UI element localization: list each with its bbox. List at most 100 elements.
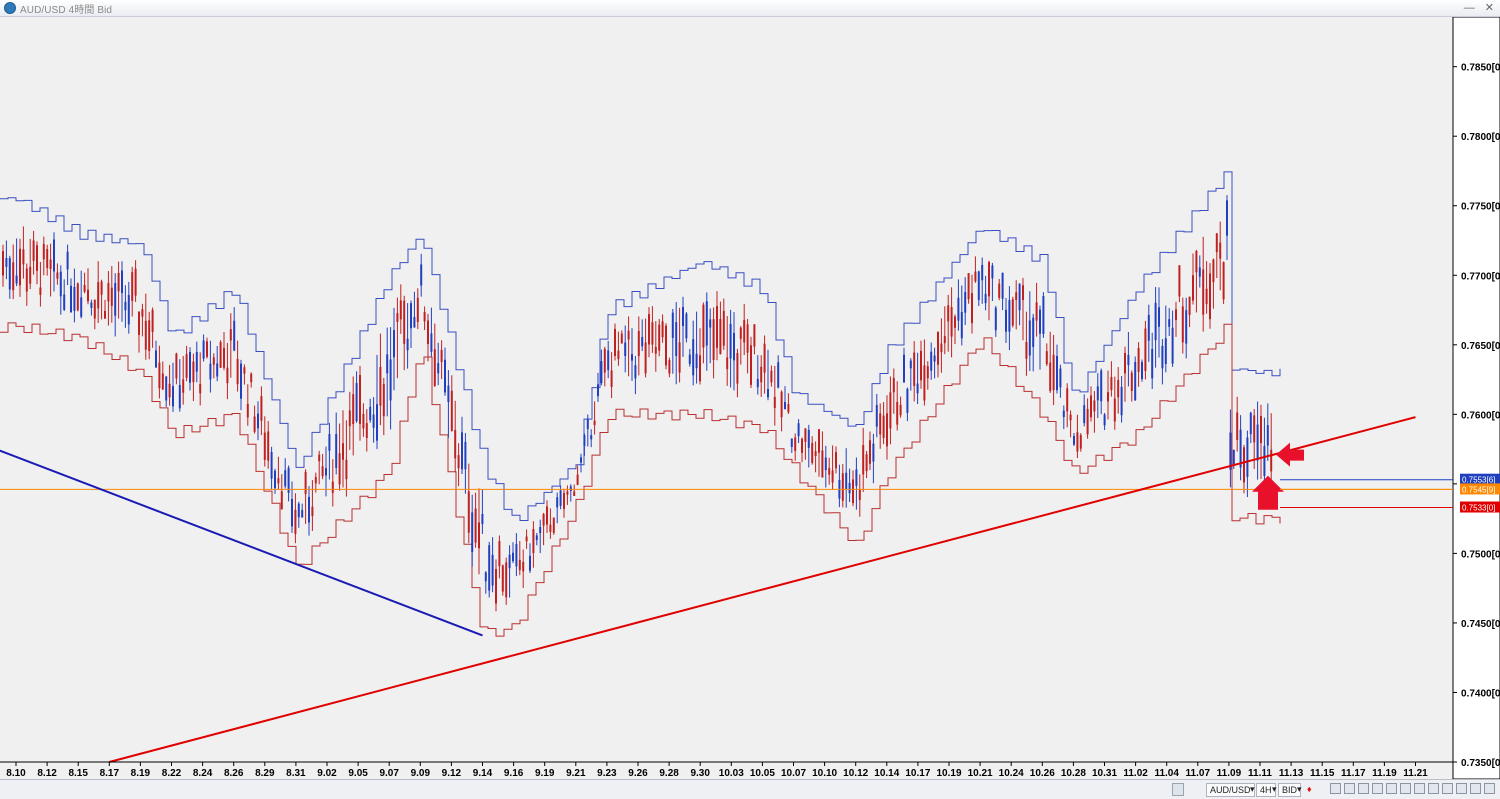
price-side-select[interactable]: BID: [1278, 783, 1302, 797]
candle-body: [447, 385, 450, 403]
candle-body: [393, 330, 395, 358]
close-button[interactable]: ✕: [1484, 2, 1494, 14]
candle-body: [515, 544, 518, 567]
candle-body: [624, 342, 627, 357]
candle-body: [892, 377, 895, 393]
minimize-button[interactable]: —: [1463, 2, 1475, 14]
zoom-in-icon[interactable]: [1330, 783, 1341, 794]
candle-body: [1205, 288, 1208, 305]
candle-body: [474, 508, 477, 543]
candle-icon[interactable]: [1372, 783, 1383, 794]
price-side-dropdown-icon[interactable]: ▾: [1297, 784, 1302, 794]
candle-body: [195, 351, 198, 372]
candle-body: [566, 491, 569, 495]
candle-body: [243, 367, 246, 374]
candle-body: [746, 324, 749, 353]
candle-body: [641, 336, 644, 347]
candle-body: [236, 359, 239, 385]
candle-body: [8, 258, 11, 290]
candle-body: [168, 383, 171, 398]
candle-body: [229, 329, 232, 341]
candle-body: [56, 272, 59, 279]
candle-body: [348, 410, 351, 427]
candle-body: [297, 503, 300, 518]
candle-body: [1202, 269, 1205, 315]
search-icon[interactable]: [1414, 783, 1425, 794]
candle-body: [1151, 348, 1154, 379]
candle-body: [192, 361, 195, 383]
candle-body: [1266, 425, 1269, 446]
x-tick-label: 8.29: [255, 768, 275, 779]
candle-body: [797, 423, 800, 437]
save-icon[interactable]: [1484, 783, 1495, 794]
candle-body: [63, 294, 66, 310]
zoom-out-icon[interactable]: [1344, 783, 1355, 794]
candle-body: [773, 396, 776, 409]
chart-type-icon[interactable]: [1358, 783, 1369, 794]
candle-body: [542, 513, 545, 526]
candle-body: [172, 386, 174, 407]
candle-body: [549, 524, 552, 532]
candle-body: [206, 341, 208, 357]
candle-body: [644, 342, 647, 374]
candle-body: [1175, 309, 1177, 321]
alert-icon[interactable]: ♦: [1307, 784, 1312, 794]
arrow-icon[interactable]: [1442, 783, 1453, 794]
timeframe-dropdown-icon[interactable]: ▾: [1272, 784, 1277, 794]
candle-body: [90, 302, 93, 308]
horizontal-line-icon[interactable]: [1428, 783, 1439, 794]
candle-body: [705, 301, 708, 346]
x-tick-label: 11.07: [1186, 768, 1211, 779]
candle-body: [998, 283, 1001, 298]
candle-body: [328, 434, 331, 451]
candle-body: [862, 445, 865, 475]
draw-line-icon[interactable]: [1400, 783, 1411, 794]
candle-body: [117, 272, 120, 292]
candle-body: [1103, 414, 1106, 426]
crosshair-icon[interactable]: [1386, 783, 1397, 794]
candle-body: [831, 470, 834, 483]
x-tick-label: 9.09: [411, 768, 431, 779]
candle-body: [246, 403, 249, 418]
candle-body: [1100, 370, 1103, 402]
candle-body: [365, 423, 368, 439]
candle-body: [308, 496, 310, 523]
candle-body: [379, 366, 382, 406]
candle-body: [59, 271, 62, 297]
candle-body: [852, 479, 854, 504]
symbol-dropdown-icon[interactable]: ▾: [1250, 784, 1255, 794]
candle-body: [777, 362, 780, 388]
candle-body: [488, 545, 491, 591]
candle-body: [1253, 415, 1256, 443]
candle-body: [1045, 351, 1048, 365]
price-chart[interactable]: 0.7850[0] 0.7800[0] 0.7750[0] 0.7700[0] 0.76…: [0, 17, 1500, 779]
candle-body: [889, 392, 892, 429]
candle-body: [940, 343, 943, 353]
candle-body: [882, 415, 885, 438]
envelope-bands: [0, 171, 1281, 637]
x-tick-label: 10.19: [936, 768, 961, 779]
candle-body: [505, 562, 508, 598]
candle-body: [107, 282, 110, 302]
x-tick-label: 9.14: [473, 768, 493, 779]
print-icon[interactable]: [1470, 783, 1481, 794]
candle-body: [651, 322, 654, 345]
candle-body: [226, 367, 229, 384]
timeframe-select[interactable]: 4H: [1256, 783, 1276, 797]
x-tick-label: 11.09: [1217, 768, 1242, 779]
candle-body: [1270, 449, 1273, 472]
candle-body: [665, 325, 667, 366]
candle-body: [359, 374, 361, 424]
settings-icon[interactable]: [1456, 783, 1467, 794]
candle-body: [1260, 416, 1262, 444]
candle-body: [372, 414, 375, 428]
candle-body: [495, 569, 497, 604]
candle-body: [620, 333, 623, 344]
scrollbar-grip[interactable]: [1172, 783, 1184, 796]
candle-body: [46, 249, 49, 268]
candle-body: [841, 473, 844, 501]
candle-body: [478, 522, 480, 549]
candle-body: [682, 306, 684, 327]
symbol-select[interactable]: AUD/USD: [1206, 783, 1255, 797]
candle-body: [49, 259, 52, 270]
